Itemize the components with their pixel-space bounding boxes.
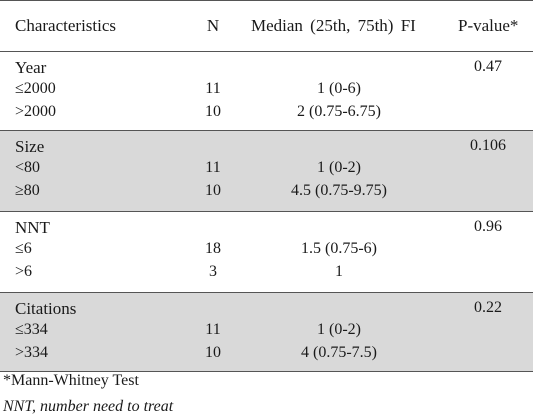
row-label: >6 <box>15 263 33 280</box>
row-n-text: 10 <box>205 103 221 120</box>
row-median-text: 4 (0.75-7.5) <box>301 344 377 361</box>
table-row: ≤334 11 1 (0-2) <box>0 321 533 344</box>
row-n-text: 11 <box>205 80 221 97</box>
group-size: Size 0.106 <80 11 1 (0-2) ≥80 10 4.5 (0.… <box>0 131 533 212</box>
table-row: ≤2000 11 1 (0-6) <box>0 80 533 103</box>
footnote-abbreviation: NNT, number need to treat <box>3 398 174 415</box>
row-label: ≤2000 <box>15 80 56 97</box>
row-median-text: 1 (0-6) <box>317 80 361 97</box>
statistics-table: Characteristics N Median (25th, 75th) FI… <box>0 0 533 372</box>
table-row: ≤6 18 1.5 (0.75-6) <box>0 240 533 263</box>
row-label: >2000 <box>15 103 57 120</box>
row-n-text: 11 <box>205 159 221 176</box>
row-label: ≥80 <box>15 182 40 199</box>
row-median-text: 1 (0-2) <box>317 159 361 176</box>
table-row: >6 3 1 <box>0 263 533 286</box>
footnote-test: *Mann-Whitney Test <box>3 372 139 389</box>
row-label: ≤334 <box>15 321 48 338</box>
row-label: <80 <box>15 159 41 176</box>
group-citations: Citations 0.22 ≤334 11 1 (0-2) >334 10 4… <box>0 293 533 372</box>
group-pvalue-text: 0.22 <box>474 299 502 316</box>
row-median-text: 4.5 (0.75-9.75) <box>291 182 387 199</box>
row-n-text: 18 <box>205 240 221 257</box>
row-median-text: 1 <box>335 263 343 280</box>
group-pvalue-text: 0.106 <box>470 137 506 154</box>
group-pvalue-text: 0.96 <box>474 218 502 235</box>
row-n-text: 3 <box>209 263 217 280</box>
group-title-row: Size 0.106 <box>0 131 533 159</box>
header-median: Median (25th, 75th) FI <box>251 16 416 35</box>
table-row: >334 10 4 (0.75-7.5) <box>0 344 533 367</box>
row-n-text: 10 <box>205 182 221 199</box>
row-label: >334 <box>15 344 49 361</box>
row-median-text: 1 (0-2) <box>317 321 361 338</box>
row-n-text: 10 <box>205 344 221 361</box>
group-name: Size <box>15 137 45 156</box>
group-name: Year <box>15 58 47 77</box>
group-title-row: Year 0.47 <box>0 52 533 80</box>
table-header: Characteristics N Median (25th, 75th) FI… <box>0 0 533 52</box>
group-title-row: Citations 0.22 <box>0 293 533 321</box>
row-median-text: 2 (0.75-6.75) <box>297 103 381 120</box>
table-row: ≥80 10 4.5 (0.75-9.75) <box>0 182 533 205</box>
group-nnt: NNT 0.96 ≤6 18 1.5 (0.75-6) >6 3 1 <box>0 212 533 293</box>
group-pvalue-text: 0.47 <box>474 58 502 75</box>
group-title-row: NNT 0.96 <box>0 212 533 240</box>
group-name: Citations <box>15 299 77 318</box>
row-label: ≤6 <box>15 240 32 257</box>
header-pvalue: P-value* <box>458 16 519 35</box>
group-name: NNT <box>15 218 50 237</box>
row-median-text: 1.5 (0.75-6) <box>301 240 377 257</box>
row-n-text: 11 <box>205 321 221 338</box>
header-n-text: N <box>206 16 220 35</box>
table-row: >2000 10 2 (0.75-6.75) <box>0 103 533 126</box>
table-row: <80 11 1 (0-2) <box>0 159 533 182</box>
group-year: Year 0.47 ≤2000 11 1 (0-6) >2000 10 2 (0… <box>0 52 533 131</box>
header-characteristics: Characteristics <box>15 16 117 35</box>
